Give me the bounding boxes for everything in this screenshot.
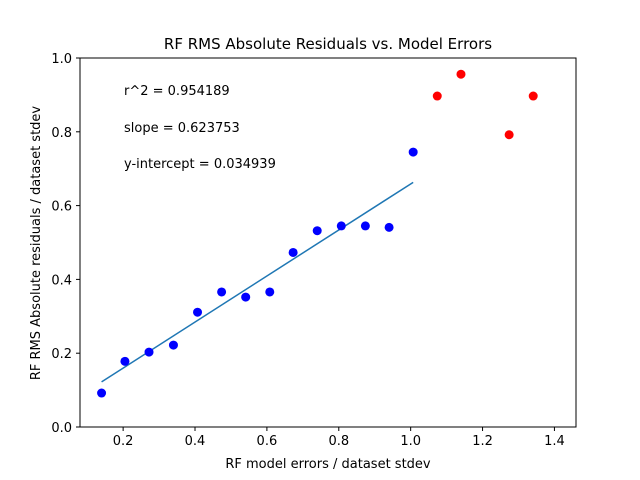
fit-line	[101, 181, 414, 383]
data-point-series0-2	[144, 347, 154, 357]
data-point-series0-4	[193, 307, 203, 317]
data-point-series0-1	[120, 356, 130, 366]
data-point-series0-6	[241, 292, 251, 302]
data-point-series0-5	[217, 287, 227, 297]
y-tick-label: 0.4	[51, 273, 72, 288]
x-tick-label: 0.2	[113, 434, 134, 449]
annotation-intercept: y-intercept = 0.034939	[124, 157, 276, 172]
data-point-series0-0	[97, 388, 107, 398]
data-point-series0-11	[360, 221, 370, 231]
x-tick-label: 1.0	[400, 434, 421, 449]
data-point-series1-1	[456, 69, 466, 79]
data-point-series0-12	[384, 222, 394, 232]
y-tick-label: 0.0	[51, 421, 72, 436]
x-tick-label: 0.8	[328, 434, 349, 449]
y-tick-label: 1.0	[51, 52, 72, 67]
data-point-series0-9	[312, 226, 322, 236]
data-point-series1-0	[432, 91, 442, 101]
axes-frame	[79, 57, 577, 428]
data-point-series1-2	[504, 130, 514, 140]
y-axis-label: RF RMS Absolute residuals / dataset stde…	[29, 106, 44, 381]
plot-area: 0.2 0.4 0.6 0.8 1.0 1.2 1.4 0.0 0.2 0.4 0.6 0.8 1.0	[51, 52, 577, 449]
x-tick-label: 0.4	[185, 434, 206, 449]
data-point-series1-3	[528, 91, 538, 101]
x-tick-label: 1.4	[544, 434, 565, 449]
annotation-slope: slope = 0.623753	[124, 121, 240, 136]
data-point-series0-8	[288, 247, 298, 257]
y-tick-label: 0.2	[51, 347, 72, 362]
x-tick-label: 1.2	[472, 434, 493, 449]
x-axis-label: RF model errors / dataset stdev	[225, 457, 431, 472]
x-tick-label: 0.6	[257, 434, 278, 449]
data-point-series0-7	[265, 287, 275, 297]
y-tick-label: 0.6	[51, 200, 72, 215]
data-point-series0-3	[168, 340, 178, 350]
annotation-r2: r^2 = 0.954189	[124, 84, 230, 99]
data-point-series0-10	[336, 221, 346, 231]
chart-title: RF RMS Absolute Residuals vs. Model Erro…	[164, 35, 492, 53]
data-point-series0-13	[408, 147, 418, 157]
y-tick-label: 0.8	[51, 126, 72, 141]
